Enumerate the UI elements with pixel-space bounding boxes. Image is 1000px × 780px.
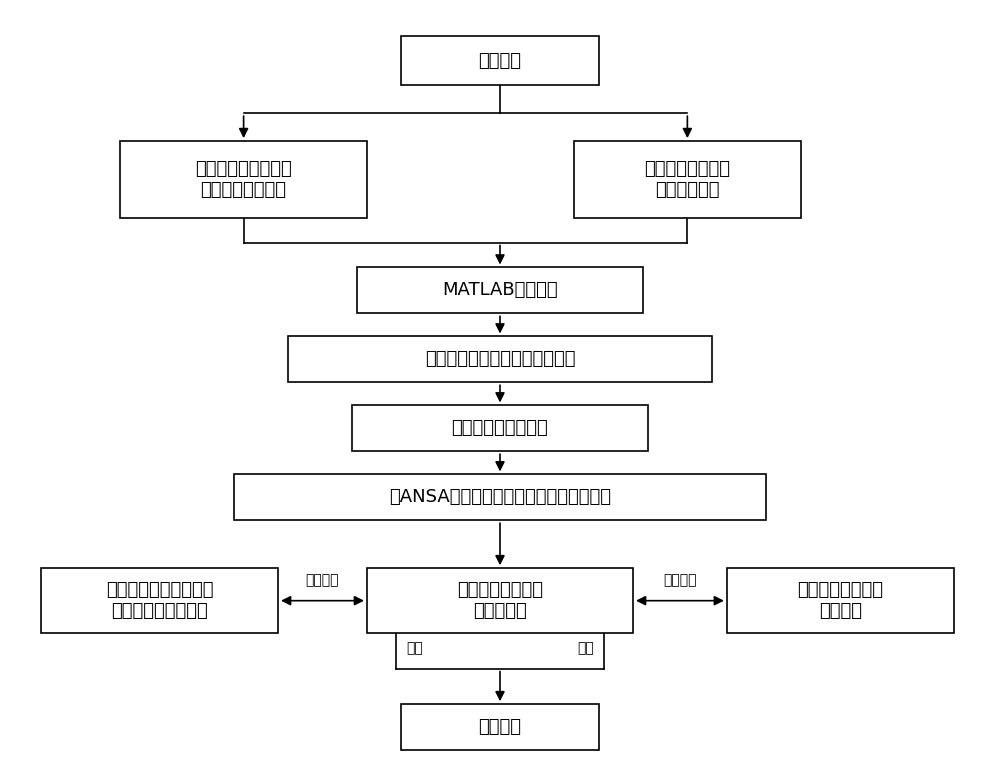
Text: 验证齿面单元最大接触
压力数据矩阵正确性: 验证齿面单元最大接触 压力数据矩阵正确性 [106, 581, 214, 620]
Text: 方法正确: 方法正确 [479, 718, 522, 736]
Text: 一致: 一致 [577, 641, 594, 655]
Text: 提出方法: 提出方法 [479, 51, 522, 69]
Text: 结果对比: 结果对比 [663, 573, 697, 587]
Text: 弹流计算点位置判断: 弹流计算点位置判断 [452, 420, 548, 438]
Text: MATLAB数据处理: MATLAB数据处理 [442, 282, 558, 300]
FancyBboxPatch shape [120, 141, 367, 218]
FancyBboxPatch shape [41, 568, 278, 633]
FancyBboxPatch shape [352, 406, 648, 452]
Text: 计算齿面单元啮合
点线载荷值: 计算齿面单元啮合 点线载荷值 [457, 581, 543, 620]
FancyBboxPatch shape [367, 568, 633, 633]
Text: 一致: 一致 [406, 641, 423, 655]
Text: 齿面单元最大接触压力数据矩阵: 齿面单元最大接触压力数据矩阵 [425, 350, 575, 368]
FancyBboxPatch shape [574, 141, 801, 218]
FancyBboxPatch shape [401, 704, 599, 750]
Text: 导出齿轮啮合瞬态有
限元分析结果文件: 导出齿轮啮合瞬态有 限元分析结果文件 [195, 160, 292, 199]
FancyBboxPatch shape [288, 336, 712, 382]
FancyBboxPatch shape [401, 36, 599, 86]
Text: 用ANSA测量齿面单元沿齿高方向接触宽度: 用ANSA测量齿面单元沿齿高方向接触宽度 [389, 488, 611, 506]
FancyBboxPatch shape [357, 268, 643, 314]
FancyBboxPatch shape [727, 568, 954, 633]
Text: 结果对比: 结果对比 [306, 573, 339, 587]
Text: 验证齿面单元线载
荷正确性: 验证齿面单元线载 荷正确性 [797, 581, 883, 620]
Text: 生成齿面单元位置
排布信息文件: 生成齿面单元位置 排布信息文件 [644, 160, 730, 199]
FancyBboxPatch shape [234, 474, 766, 520]
